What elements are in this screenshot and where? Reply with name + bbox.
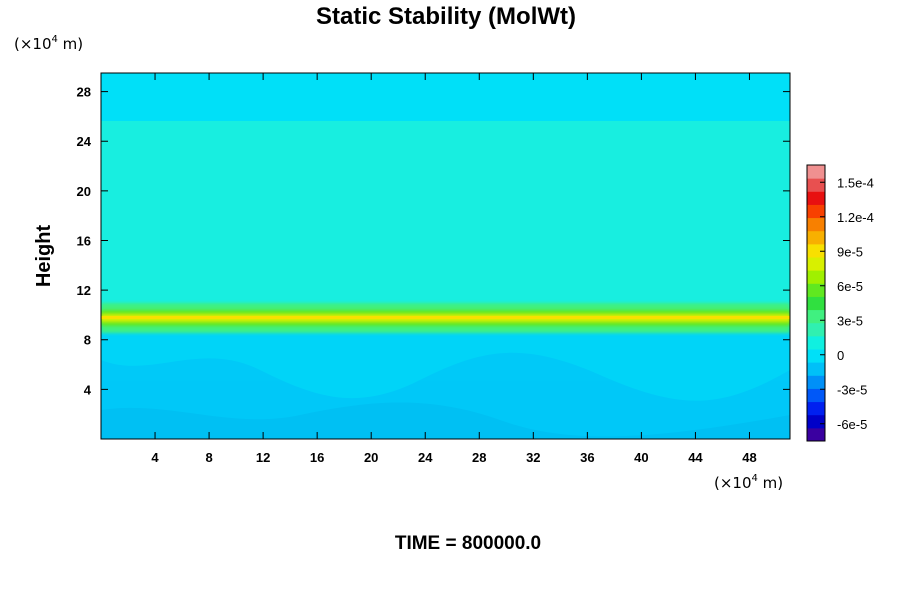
lower-swirls [101, 352, 790, 439]
y-tick-label: 12 [77, 283, 91, 298]
colorbar-swatch [807, 349, 825, 363]
y-tick-label: 16 [77, 233, 91, 248]
upper-layer [101, 73, 790, 121]
colorbar-swatch [807, 322, 825, 337]
colorbar-swatch [807, 427, 825, 442]
y-tick-label: 20 [77, 184, 91, 199]
colorbar-swatch [807, 414, 825, 429]
x-tick-label: 44 [688, 450, 703, 465]
colorbar-swatch [807, 257, 825, 271]
colorbar-swatch [807, 401, 825, 416]
heatmap-field [101, 73, 790, 439]
y-tick-label: 28 [77, 85, 91, 100]
stability-band-core [101, 316, 790, 319]
y-tick-label: 8 [84, 333, 91, 348]
colorbar-tick-label: 9e-5 [837, 244, 863, 259]
colorbar-swatch [807, 243, 825, 258]
x-tick-label: 32 [526, 450, 540, 465]
colorbar-swatch [807, 388, 825, 403]
x-tick-label: 4 [151, 450, 159, 465]
y-tick-label: 24 [77, 134, 92, 149]
colorbar-swatch [807, 335, 825, 350]
colorbar-tick-label: 6e-5 [837, 279, 863, 294]
colorbar: 1.5e-4 1.2e-4 9e-5 6e-5 3e-5 0 -3e-5 -6e-5 [806, 164, 874, 442]
y-axis-ticks: 4 8 12 16 20 24 28 [77, 85, 790, 397]
y-axis-unit: (×104 m) [14, 34, 83, 53]
colorbar-swatch [807, 270, 825, 284]
y-tick-label: 4 [84, 382, 92, 397]
x-tick-label: 12 [256, 450, 270, 465]
mid-layer [101, 121, 790, 311]
colorbar-tick-label: -3e-5 [837, 382, 867, 397]
x-axis-ticks: 4 8 12 16 20 24 28 32 36 40 44 48 [151, 73, 757, 465]
colorbar-swatch [807, 309, 825, 324]
plot-frame [100, 72, 791, 440]
colorbar-swatch [807, 230, 825, 245]
x-tick-label: 16 [310, 450, 324, 465]
y-axis-label: Height [33, 225, 55, 288]
colorbar-swatch [807, 283, 825, 297]
x-tick-label: 40 [634, 450, 648, 465]
colorbar-swatch [807, 217, 825, 232]
x-tick-label: 48 [742, 450, 756, 465]
x-tick-label: 20 [364, 450, 378, 465]
x-tick-label: 28 [472, 450, 486, 465]
x-tick-label: 8 [205, 450, 212, 465]
colorbar-tick-label: 1.2e-4 [837, 210, 874, 225]
colorbar-swatch [807, 204, 825, 219]
colorbar-frame [806, 164, 826, 442]
x-tick-label: 24 [418, 450, 433, 465]
colorbar-swatch [807, 165, 825, 179]
colorbar-tick-label: 0 [837, 348, 844, 363]
colorbar-swatch [807, 191, 825, 205]
colorbar-swatch [807, 296, 825, 311]
colorbar-tick-label: -6e-5 [837, 417, 867, 432]
x-tick-label: 36 [580, 450, 594, 465]
colorbar-tick-label: 1.5e-4 [837, 175, 874, 190]
time-label: TIME = 800000.0 [395, 533, 541, 554]
colorbar-swatch [807, 375, 825, 389]
chart-title: Static Stability (MolWt) [316, 3, 576, 30]
colorbar-tick-label: 3e-5 [837, 313, 863, 328]
x-axis-unit: (×104 m) [714, 473, 783, 492]
colorbar-swatch [807, 178, 825, 192]
colorbar-swatch [807, 362, 825, 376]
